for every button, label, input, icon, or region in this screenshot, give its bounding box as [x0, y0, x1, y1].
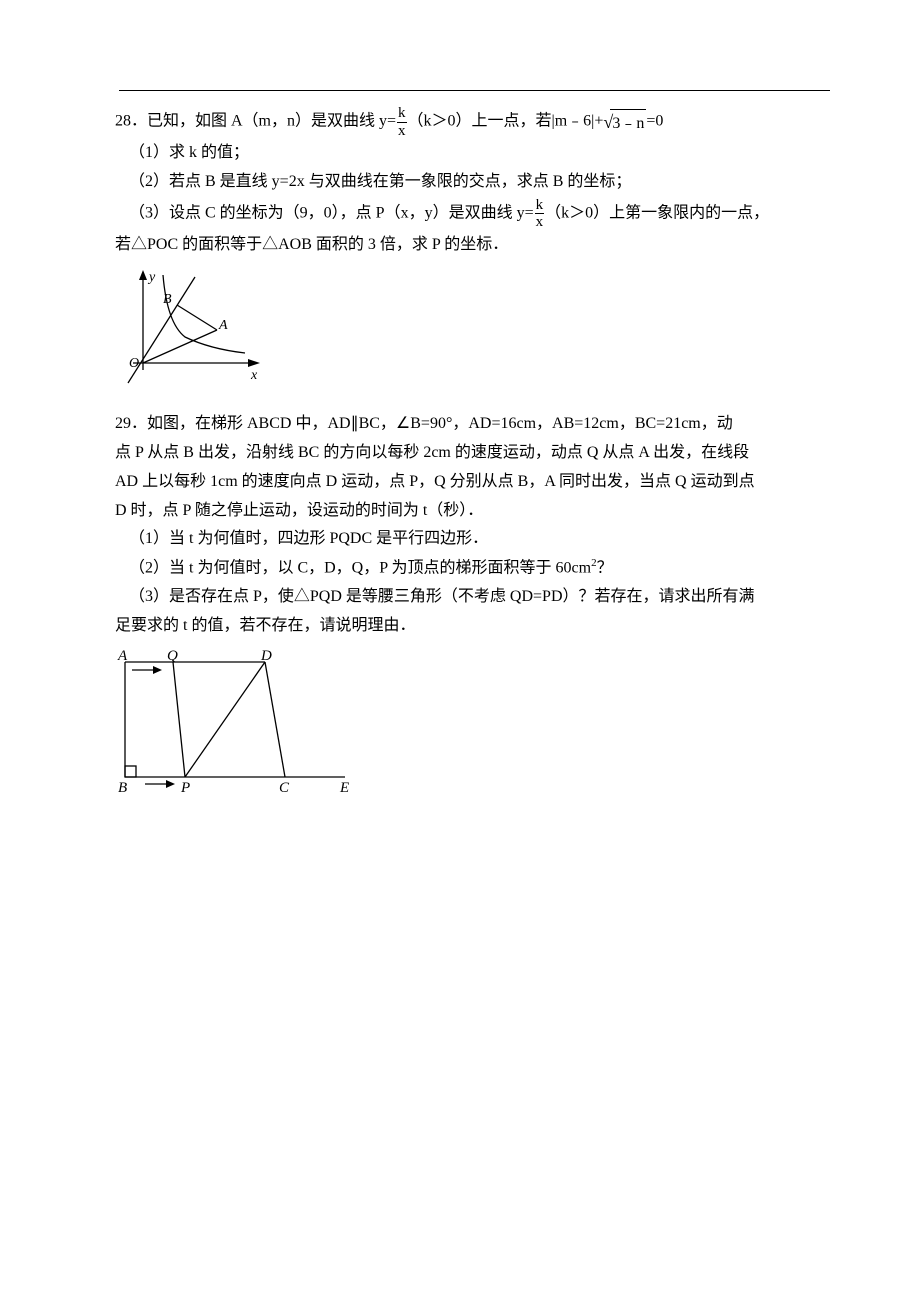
q28-text-1: 28．已知，如图 A（m，n）是双曲线 y=	[115, 113, 396, 130]
q29-line1: 29．如图，在梯形 ABCD 中，AD∥BC，∠B=90°，AD=16cm，AB…	[115, 410, 820, 439]
q28-text-3: =0	[646, 113, 663, 130]
q28-p3b: （k＞0）上第一象限内的一点，	[545, 204, 769, 221]
fraction-k-x-2: kx	[535, 197, 545, 231]
label-O: O	[129, 356, 139, 371]
label-A: A	[218, 318, 228, 333]
q29-figure: A Q D B P C E	[115, 647, 820, 808]
q28-svg: y x O B A	[115, 265, 275, 395]
label-D: D	[260, 648, 272, 664]
q29-p2b: ？	[597, 560, 613, 577]
label-A2: A	[117, 648, 128, 664]
label-x: x	[250, 368, 258, 383]
label-B: B	[163, 292, 172, 307]
sqrt-expr: √3﹣n	[603, 106, 646, 139]
header-rule	[119, 90, 830, 91]
q29-part3-line2: 足要求的 t 的值，若不存在，请说明理由．	[115, 612, 820, 641]
q28-figure: y x O B A	[115, 265, 820, 406]
q29-line3: AD 上以每秒 1cm 的速度向点 D 运动，点 P，Q 分别从点 B，A 同时…	[115, 468, 820, 497]
q28-p3a: （3）设点 C 的坐标为（9，0），点 P（x，y）是双曲线 y=	[129, 204, 534, 221]
label-P: P	[180, 780, 190, 796]
q28-part3-line1: （3）设点 C 的坐标为（9，0），点 P（x，y）是双曲线 y=kx（k＞0）…	[115, 197, 820, 231]
q29-part3-line1: （3）是否存在点 P，使△PQD 是等腰三角形（不考虑 QD=PD）？若存在，请…	[115, 583, 820, 612]
q29-svg: A Q D B P C E	[115, 647, 365, 797]
q29-line2: 点 P 从点 B 出发，沿射线 BC 的方向以每秒 2cm 的速度运动，动点 Q…	[115, 439, 820, 468]
q29-part1: （1）当 t 为何值时，四边形 PQDC 是平行四边形．	[115, 525, 820, 554]
fraction-k-x: kx	[397, 105, 407, 139]
q28-part2: （2）若点 B 是直线 y=2x 与双曲线在第一象限的交点，求点 B 的坐标；	[115, 168, 820, 197]
q29-line4: D 时，点 P 随之停止运动，设运动的时间为 t（秒）．	[115, 497, 820, 526]
q28-text-2: （k＞0）上一点，若|m﹣6|+	[408, 113, 604, 130]
label-B2: B	[118, 780, 127, 796]
q28-line1: 28．已知，如图 A（m，n）是双曲线 y=kx（k＞0）上一点，若|m﹣6|+…	[115, 105, 820, 139]
label-y: y	[147, 270, 156, 285]
q29-p2a: （2）当 t 为何值时，以 C，D，Q，P 为顶点的梯形面积等于 60cm	[129, 560, 591, 577]
q28-part1: （1）求 k 的值；	[115, 139, 820, 168]
q29-part2: （2）当 t 为何值时，以 C，D，Q，P 为顶点的梯形面积等于 60cm2？	[115, 554, 820, 583]
label-E: E	[339, 780, 349, 796]
q28-part3-line2: 若△POC 的面积等于△AOB 面积的 3 倍，求 P 的坐标．	[115, 231, 820, 260]
label-C: C	[279, 780, 290, 796]
label-Q: Q	[167, 648, 178, 664]
